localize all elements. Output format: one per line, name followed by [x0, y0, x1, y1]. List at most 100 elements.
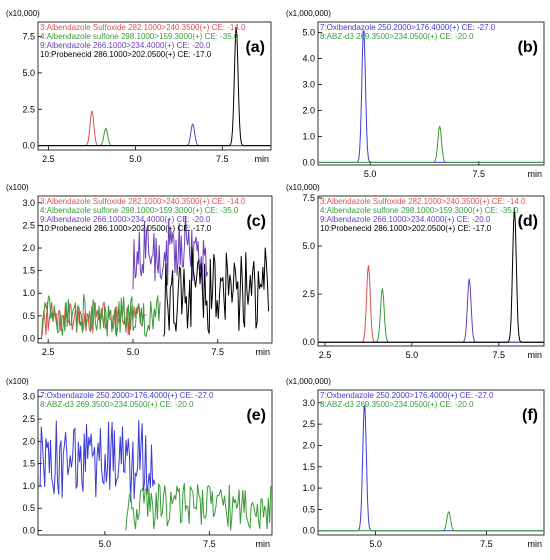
plot-frame	[317, 21, 545, 166]
panel-d: (x10,000) 0.0 2.5 5.0 7.5 2.5 5.0 7.5 min 3:Alben…	[286, 183, 545, 360]
x-tick-label: 5.0	[369, 539, 382, 549]
y-tick-label: 0.0	[22, 526, 35, 536]
x-tick-label: 2.5	[42, 154, 55, 164]
plot-frame	[37, 389, 273, 536]
y-tick-label: 5.0	[302, 27, 315, 37]
y-tick-label: 4.0	[302, 53, 315, 63]
series-line-3	[132, 216, 209, 291]
y-tick-label: 0.0	[302, 337, 315, 347]
plot-area	[318, 404, 544, 532]
y-tick-label: 2.5	[302, 419, 315, 429]
legend-entry: 4:Albendazole sulfone 298.1000>159.3000(…	[40, 206, 239, 215]
legend-entry: 8:ABZ-d3 269.3500>234.0500(+) CE: -20.0	[320, 400, 474, 409]
x-tick-label: 5.0	[99, 539, 112, 549]
y-tick-label: 3.0	[302, 79, 315, 89]
plot-frame	[317, 195, 545, 347]
y-tick-label: 2.5	[302, 289, 315, 299]
x-tick-label: 7.5	[473, 169, 486, 179]
plot-area	[318, 207, 544, 343]
y-tick-label: 1.0	[302, 131, 315, 141]
y-multiplier-label: (x100)	[6, 183, 29, 192]
legend-entry: 10:Probenecid 286.1000>202.0500(+) CE: -…	[40, 224, 212, 233]
legend-entry: 9:Albendazole 266.1000>234.4000(+) CE: -…	[320, 215, 491, 224]
panel-label: (e)	[246, 407, 266, 424]
legend-entry: 7:Oxbendazole 250.2000>176.4000(+) CE: -…	[320, 391, 494, 400]
y-tick-label: 1.0	[22, 288, 35, 298]
y-tick-label: 3.0	[22, 198, 35, 208]
series-line-4	[163, 246, 270, 337]
x-unit-label: min	[254, 154, 269, 164]
legend-entry: 7:Oxibendazole 250.2000>176.4000(+) CE: …	[320, 23, 496, 32]
panel-label: (d)	[518, 213, 538, 230]
series-line-2	[318, 125, 544, 163]
y-tick-label: 1.5	[22, 266, 35, 276]
x-tick-label: 2.5	[42, 347, 55, 357]
series-line-3	[38, 123, 271, 147]
plot-frame	[37, 21, 272, 151]
x-tick-label: 7.5	[203, 539, 216, 549]
series-line-2	[40, 294, 161, 339]
y-tick-label: 3.0	[22, 392, 35, 402]
y-tick-label: 1.5	[22, 459, 35, 469]
plot-area	[40, 216, 270, 339]
panel-c: (x100) 0.0 0.5 1.0 1.5 2.0 2.5 3.0 2.5 5.0 7.5 min 3…	[6, 183, 273, 357]
legend-entry: 3:Albendazole Sulfoxide 282.1000>240.350…	[320, 197, 526, 206]
y-multiplier-label: (x1,000,000)	[286, 9, 331, 18]
x-tick-label: 2.5	[319, 350, 332, 360]
panel-label: (c)	[246, 213, 266, 230]
x-tick-label: 5.0	[364, 169, 377, 179]
y-tick-label: 2.5	[22, 104, 35, 114]
panel-b: (x1,000,000) 0.0 1.0 2.0 3.0 4.0 5.0 5.0 7.5 min 7…	[286, 9, 545, 179]
y-tick-label: 0.5	[302, 504, 315, 514]
panel-e: (x100) 0.0 0.5 1.0 1.5 2.0 2.5 3.0 5.0 7.5 min 7:Ox…	[6, 377, 273, 549]
y-tick-label: 1.0	[302, 483, 315, 493]
x-unit-label: min	[527, 350, 542, 360]
y-tick-label: 5.0	[22, 68, 35, 78]
y-tick-label: 3.0	[302, 398, 315, 408]
series-line-1	[318, 30, 544, 163]
y-tick-label: 7.5	[302, 193, 315, 203]
y-tick-label: 0.0	[22, 141, 35, 151]
x-tick-label: 7.5	[211, 347, 224, 357]
legend-entry: 3:Albendazole Sulfoxide 282.1000>240.350…	[40, 23, 246, 32]
legend-entry: 9:Albendazole 266.1000>234.4000(+) CE: -…	[40, 215, 211, 224]
x-unit-label: min	[255, 347, 270, 357]
y-tick-label: 2.0	[22, 243, 35, 253]
series-line-2	[125, 482, 272, 531]
panel-label: (a)	[245, 39, 265, 56]
panel-f: (x1,000,000) 0.0 0.5 1.0 1.5 2.0 2.5 3.0 5.0 7.5 m…	[286, 377, 545, 549]
plot-frame	[317, 389, 545, 536]
y-multiplier-label: (x100)	[6, 377, 29, 386]
plot-area	[318, 30, 544, 163]
series-line-4	[318, 207, 544, 343]
y-tick-label: 0.0	[302, 526, 315, 536]
y-tick-label: 7.5	[22, 32, 35, 42]
y-tick-label: 2.5	[22, 414, 35, 424]
x-tick-label: 7.5	[216, 154, 229, 164]
x-tick-label: 7.5	[480, 539, 493, 549]
y-tick-label: 2.0	[302, 105, 315, 115]
panel-label: (b)	[518, 39, 538, 56]
legend-entry: 10:Probenecid 286.1000>202.0500(+) CE: -…	[320, 224, 492, 233]
legend-entry: 8:ABZ-d3 269.3500>234.0500(+) CE: -20.0	[320, 32, 474, 41]
series-line-2	[318, 511, 544, 532]
legend-entry: 10:Probenecid 286.1000>202.0500(+) CE: -…	[40, 50, 212, 59]
panel-label: (f)	[522, 407, 538, 424]
y-tick-label: 2.0	[302, 440, 315, 450]
y-tick-label: 0.5	[22, 503, 35, 513]
y-multiplier-label: (x10,000)	[6, 9, 40, 18]
legend-entry: 9:Albendazole 266.1000>234.4000(+) CE: -…	[40, 41, 211, 50]
plot-frame	[37, 195, 273, 344]
series-line-1	[39, 419, 156, 503]
legend-entry: 7:Oxbendazole 250.2000>176.4000(+) CE: -…	[40, 391, 214, 400]
x-tick-label: 7.5	[493, 350, 506, 360]
x-unit-label: min	[255, 539, 270, 549]
y-tick-label: 1.0	[22, 481, 35, 491]
plot-area	[38, 26, 271, 147]
y-tick-label: 0.5	[22, 311, 35, 321]
x-unit-label: min	[527, 539, 542, 549]
y-tick-label: 2.0	[22, 436, 35, 446]
y-tick-label: 0.0	[22, 333, 35, 343]
legend-entry: 4:Albendazole sulfone 298.1000>159.3000(…	[320, 206, 519, 215]
